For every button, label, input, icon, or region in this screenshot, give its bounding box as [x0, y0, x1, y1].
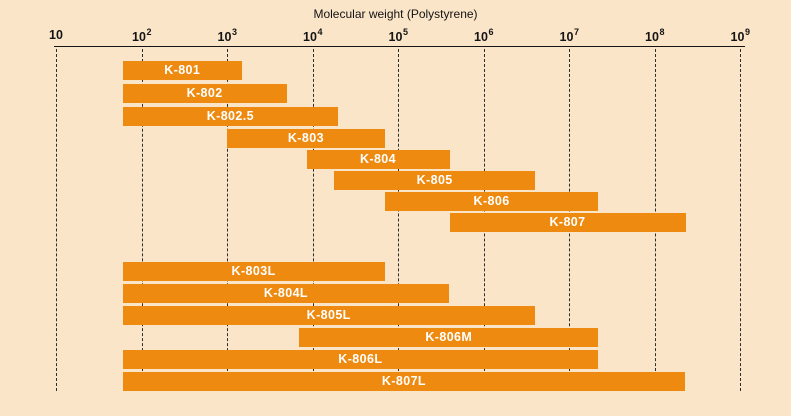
- x-axis-tick-label: 10: [49, 28, 63, 42]
- chart-title: Molecular weight (Polystyrene): [313, 7, 478, 21]
- x-axis-tick-label: 103: [217, 27, 237, 45]
- bar-label: K-802.5: [206, 109, 254, 123]
- range-bar-k-801: K-801: [122, 61, 242, 80]
- bar-label: K-804: [359, 152, 397, 166]
- gridline: [56, 49, 57, 391]
- bar-label: K-803L: [231, 264, 276, 278]
- range-bar-k-804l: K-804L: [122, 284, 450, 303]
- range-bar-k-803l: K-803L: [122, 262, 385, 281]
- range-bar-k-807l: K-807L: [122, 372, 686, 391]
- bar-label: K-806L: [338, 352, 383, 366]
- range-bar-k-804: K-804: [306, 150, 450, 169]
- bar-label: K-801: [164, 63, 201, 77]
- bar-label: K-807: [549, 215, 586, 229]
- x-axis-tick-label: 104: [303, 27, 323, 45]
- x-axis-line: [54, 46, 745, 47]
- x-axis-tick-label: 109: [730, 27, 750, 45]
- gridline: [141, 49, 143, 391]
- bar-label: K-805: [416, 173, 453, 187]
- range-bar-k-805: K-805: [334, 171, 535, 190]
- range-bar-k-802: K-802: [122, 84, 287, 103]
- range-bar-k-802.5: K-802.5: [122, 107, 339, 126]
- x-axis-tick-label: 107: [559, 27, 579, 45]
- range-bar-k-806l: K-806L: [122, 350, 599, 369]
- range-bar-k-805l: K-805L: [122, 306, 535, 325]
- bar-label: K-803: [287, 131, 324, 145]
- range-bar-k-806m: K-806M: [299, 328, 599, 347]
- x-axis-tick-label: 106: [474, 27, 494, 45]
- range-bar-k-806: K-806: [384, 192, 599, 211]
- range-bar-k-803: K-803: [227, 129, 385, 148]
- x-axis-tick-label: 102: [132, 27, 152, 45]
- bar-label: K-805L: [306, 308, 351, 322]
- bar-label: K-804L: [263, 286, 308, 300]
- bar-label: K-806M: [425, 330, 473, 344]
- bar-label: K-802: [186, 86, 223, 100]
- gridline: [740, 49, 741, 391]
- range-bar-k-807: K-807: [449, 213, 686, 232]
- gridline: [312, 49, 314, 391]
- x-axis-tick-label: 108: [645, 27, 665, 45]
- gridline: [398, 49, 399, 391]
- bar-label: K-807L: [381, 374, 426, 388]
- bar-label: K-806: [473, 194, 510, 208]
- gridline: [227, 49, 228, 391]
- x-axis-tick-label: 105: [388, 27, 408, 45]
